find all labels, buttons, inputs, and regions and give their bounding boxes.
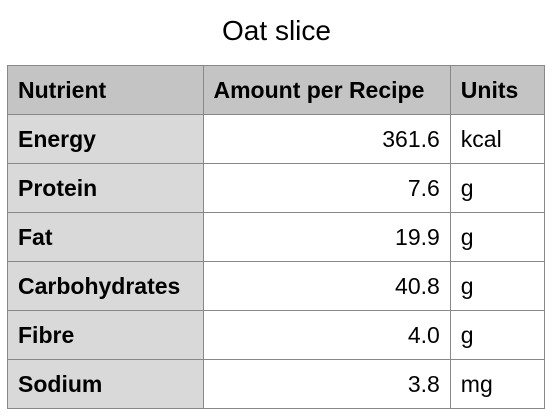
table-row: Protein 7.6 g xyxy=(7,163,545,213)
header-units: Units xyxy=(449,65,545,115)
page-title: Oat slice xyxy=(222,15,331,46)
table-row: Fat 19.9 g xyxy=(7,212,545,262)
nutrient-name: Fat xyxy=(7,212,204,262)
nutrient-amount: 7.6 xyxy=(202,163,451,213)
nutrient-name: Energy xyxy=(7,114,204,164)
table-row: Carbohydrates 40.8 g xyxy=(7,261,545,311)
table-row: Fibre 4.0 g xyxy=(7,310,545,360)
nutrient-unit: g xyxy=(449,163,545,213)
nutrient-name: Fibre xyxy=(7,310,204,360)
nutrient-name: Protein xyxy=(7,163,204,213)
nutrient-unit: g xyxy=(449,310,545,360)
nutrient-amount: 3.8 xyxy=(202,359,451,409)
nutrient-amount: 40.8 xyxy=(202,261,451,311)
nutrient-amount: 361.6 xyxy=(202,114,451,164)
nutrient-unit: mg xyxy=(449,359,545,409)
nutrient-unit: kcal xyxy=(449,114,545,164)
nutrient-name: Sodium xyxy=(7,359,204,409)
nutrient-unit: g xyxy=(449,212,545,262)
nutrition-table: Nutrient Amount per Recipe Units Energy … xyxy=(7,65,545,409)
table-header-row: Nutrient Amount per Recipe Units xyxy=(7,65,545,115)
nutrient-unit: g xyxy=(449,261,545,311)
nutrient-amount: 4.0 xyxy=(202,310,451,360)
nutrient-name: Carbohydrates xyxy=(7,261,204,311)
header-nutrient: Nutrient xyxy=(7,65,204,115)
nutrient-amount: 19.9 xyxy=(202,212,451,262)
table-row: Sodium 3.8 mg xyxy=(7,359,545,409)
header-amount: Amount per Recipe xyxy=(202,65,451,115)
table-row: Energy 361.6 kcal xyxy=(7,114,545,164)
